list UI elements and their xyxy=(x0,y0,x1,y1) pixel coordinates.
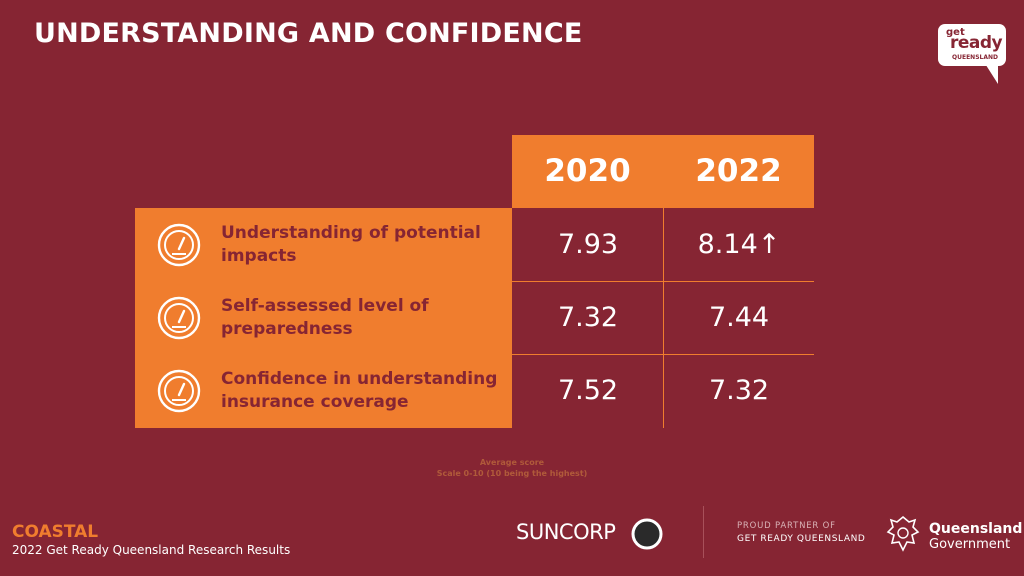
gauge-icon xyxy=(157,369,201,413)
column-divider xyxy=(663,208,664,428)
year-2020: 2020 xyxy=(544,153,631,189)
note-line-2: Scale 0-10 (10 being the highest) xyxy=(436,469,588,478)
row-divider xyxy=(512,281,814,282)
metric-label: Self-assessed level of preparedness xyxy=(221,296,429,339)
year-2022: 2022 xyxy=(695,153,782,189)
scale-note: Average score Scale 0-10 (10 being the h… xyxy=(0,457,1024,479)
note-line-1: Average score xyxy=(479,458,545,467)
region-label: COASTAL xyxy=(12,522,99,542)
partner-line-1: PROUD PARTNER OF xyxy=(737,521,836,531)
logo-region: QUEENSLAND xyxy=(952,54,998,61)
score-cell-2020: 7.52 xyxy=(557,375,619,406)
qld-gov-line-1: Queensland xyxy=(929,521,1023,537)
suncorp-ring-icon xyxy=(631,518,663,550)
score-cell-2022: 7.44 xyxy=(708,302,770,333)
score-cell-2020: 7.32 xyxy=(557,302,619,333)
report-subtitle: 2022 Get Ready Queensland Research Resul… xyxy=(12,543,291,557)
metric-row-preparedness: Self-assessed level of preparedness xyxy=(135,281,512,354)
metric-row-insurance: Confidence in understanding insurance co… xyxy=(135,354,512,427)
suncorp-logo: SUNCORP xyxy=(516,520,616,544)
row-divider xyxy=(512,354,814,355)
page-title: UNDERSTANDING AND CONFIDENCE xyxy=(34,18,583,49)
partner-line-2: GET READY QUEENSLAND xyxy=(737,534,866,544)
year-header: 2020 2022 xyxy=(512,135,814,208)
footer-divider xyxy=(703,506,704,558)
metric-label: Understanding of potential impacts xyxy=(221,223,481,266)
qld-gov-line-2: Government xyxy=(929,537,1011,552)
score-cell-2022: 8.14↑ xyxy=(697,229,781,260)
logo-ready: ready xyxy=(950,33,1003,53)
queensland-crest-icon xyxy=(886,515,920,552)
metric-label: Confidence in understanding insurance co… xyxy=(221,369,498,412)
score-cell-2022: 7.32 xyxy=(708,375,770,406)
score-cell-2020: 7.93 xyxy=(557,229,619,260)
metric-labels: Understanding of potential impacts Self-… xyxy=(135,208,512,428)
gauge-icon xyxy=(157,296,201,340)
logo-get: get xyxy=(946,27,965,38)
metric-row-understanding: Understanding of potential impacts xyxy=(135,208,512,281)
gauge-icon xyxy=(157,223,201,267)
